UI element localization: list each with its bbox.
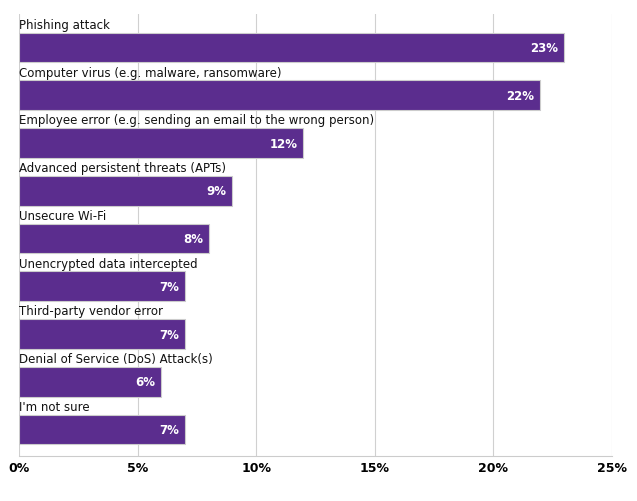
Bar bbox=[19, 34, 564, 63]
Text: Computer virus (e.g. malware, ransomware): Computer virus (e.g. malware, ransomware… bbox=[19, 67, 282, 79]
Text: 7%: 7% bbox=[159, 280, 179, 293]
Text: Advanced persistent threats (APTs): Advanced persistent threats (APTs) bbox=[19, 162, 226, 175]
Text: 6%: 6% bbox=[136, 376, 155, 388]
Text: 8%: 8% bbox=[183, 232, 203, 245]
Text: 9%: 9% bbox=[206, 185, 227, 198]
Bar bbox=[19, 415, 185, 444]
Bar bbox=[19, 129, 303, 158]
Text: 7%: 7% bbox=[159, 328, 179, 341]
Bar bbox=[19, 320, 185, 349]
Text: Denial of Service (DoS) Attack(s): Denial of Service (DoS) Attack(s) bbox=[19, 352, 213, 365]
Bar bbox=[19, 81, 540, 111]
Bar bbox=[19, 367, 161, 397]
Text: 12%: 12% bbox=[269, 137, 297, 150]
Bar bbox=[19, 272, 185, 302]
Bar bbox=[19, 224, 209, 254]
Text: 7%: 7% bbox=[159, 423, 179, 436]
Text: Employee error (e.g. sending an email to the wrong person): Employee error (e.g. sending an email to… bbox=[19, 114, 374, 127]
Text: I'm not sure: I'm not sure bbox=[19, 400, 90, 413]
Text: Third-party vendor error: Third-party vendor error bbox=[19, 305, 163, 318]
Text: Unsecure Wi-Fi: Unsecure Wi-Fi bbox=[19, 209, 106, 222]
Bar bbox=[19, 177, 233, 206]
Text: 23%: 23% bbox=[530, 42, 558, 55]
Text: 22%: 22% bbox=[506, 90, 534, 103]
Text: Unencrypted data intercepted: Unencrypted data intercepted bbox=[19, 257, 197, 270]
Text: Phishing attack: Phishing attack bbox=[19, 19, 110, 32]
